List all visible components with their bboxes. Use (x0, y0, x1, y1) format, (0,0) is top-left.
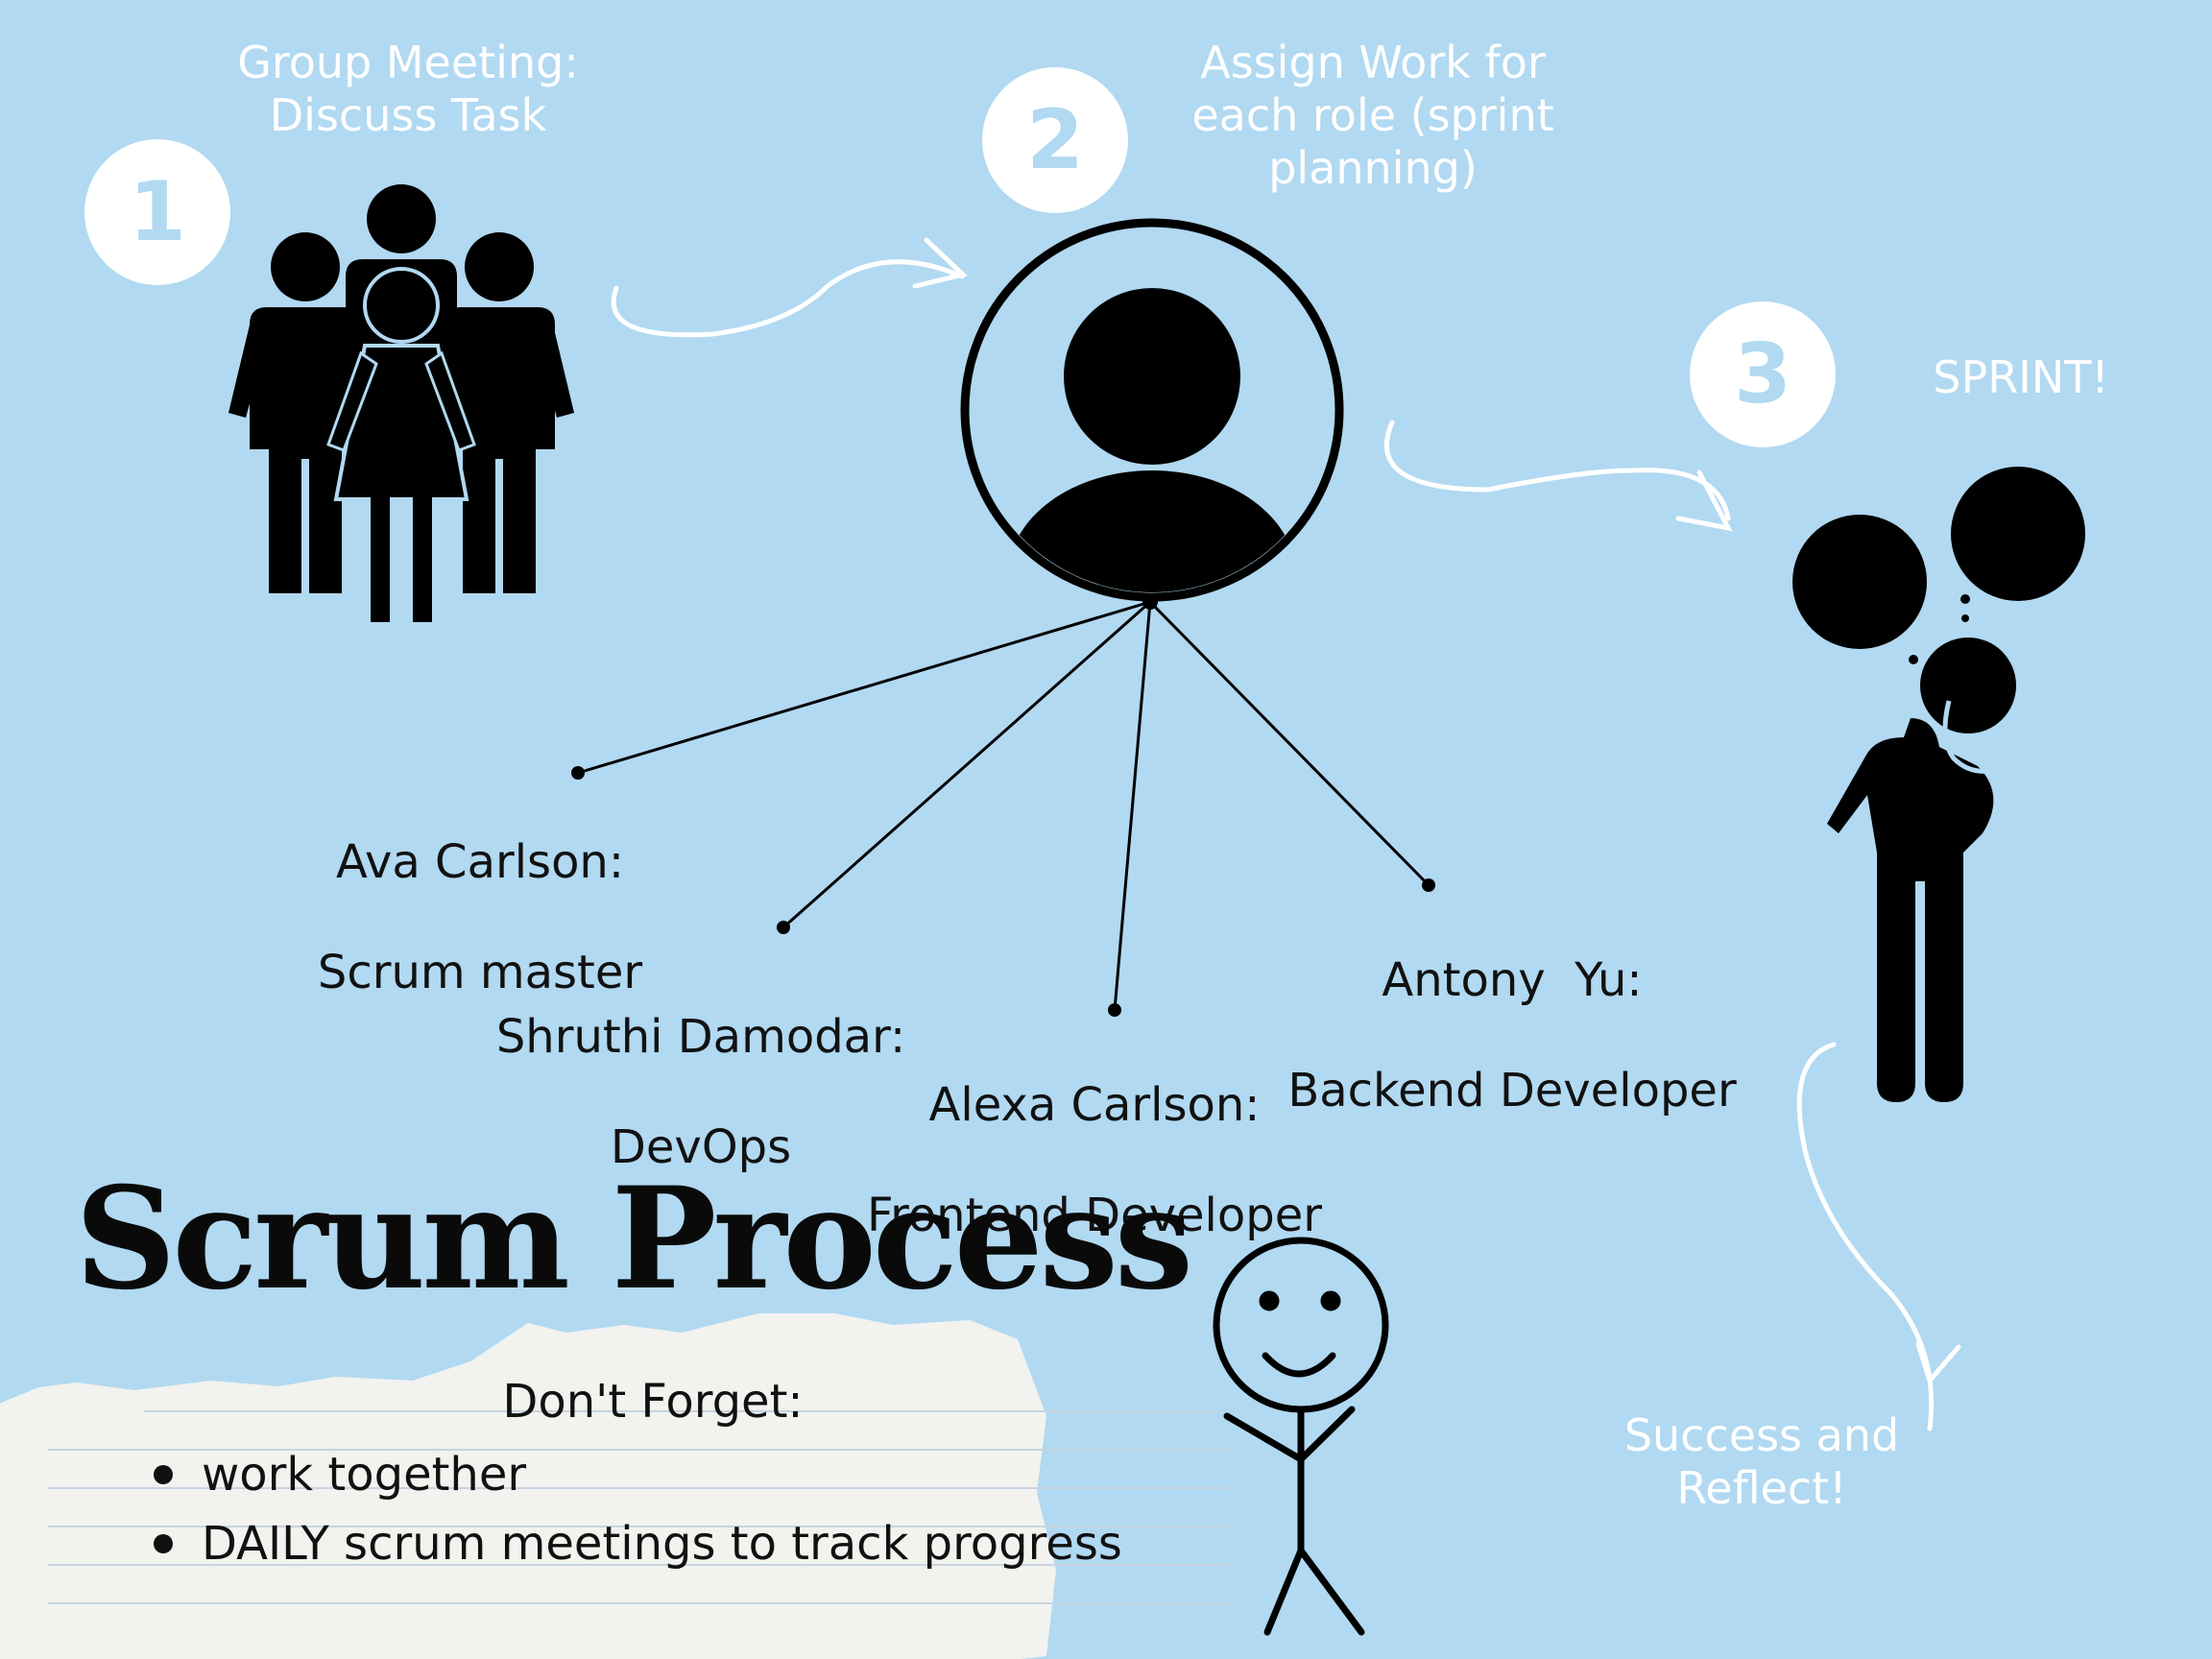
final-step-label: Success and Reflect! (1623, 1409, 1900, 1515)
team-member-role: Scrum master (317, 945, 643, 999)
connector-alexa (1113, 601, 1152, 1011)
note-item: DAILY scrum meetings to track progress (154, 1517, 1122, 1571)
team-member-alexa: Alexa Carlson: Frontend Developer (826, 1022, 1363, 1299)
note-title: Don't Forget: (502, 1375, 804, 1429)
team-member-role: DevOps (610, 1119, 792, 1174)
bullet-icon (154, 1534, 173, 1553)
step-3-label: SPRINT! (1933, 351, 2109, 403)
connector-antony (1148, 600, 1431, 887)
note-item-text: DAILY scrum meetings to track progress (202, 1517, 1122, 1571)
step-2-label: Assign Work for each role (sprint planni… (1191, 36, 1554, 195)
step-1-badge: 1 (84, 139, 230, 285)
team-member-antony: Antony Yu: Backend Developer (1248, 898, 1776, 1174)
team-member-name: Shruthi Damodar: (495, 1009, 906, 1064)
arrow-step3-to-final (1796, 1042, 1961, 1431)
arrow-step2-to-step3 (1383, 420, 1733, 532)
step-2-badge: 2 (982, 67, 1128, 213)
team-member-name: Alexa Carlson: (928, 1077, 1261, 1132)
arrow-step1-to-step2 (611, 237, 969, 338)
team-member-name: Antony Yu: (1382, 952, 1643, 1007)
team-member-role: Backend Developer (1287, 1063, 1737, 1118)
connector-ava (577, 600, 1151, 775)
note-paper (0, 1313, 1229, 1659)
team-member-ava: Ava Carlson: Scrum master (259, 780, 701, 1056)
connector-shruthi (782, 600, 1151, 929)
connector-dots (571, 594, 1435, 1017)
step-1-label: Group Meeting: Discuss Task (237, 36, 579, 142)
team-member-role: Frontend Developer (867, 1188, 1322, 1242)
team-connectors (577, 600, 1431, 1011)
note-item: work together (154, 1448, 526, 1502)
user-avatar-icon (960, 218, 1344, 602)
note-item-text: work together (202, 1448, 527, 1502)
bullet-icon (154, 1465, 173, 1484)
team-member-name: Ava Carlson: (335, 834, 625, 889)
page-title: Scrum Process (75, 1157, 1193, 1321)
thinking-person-icon (1792, 467, 2085, 1102)
group-people-icon (228, 184, 574, 626)
team-member-shruthi: Shruthi Damodar: DevOps (461, 954, 941, 1231)
step-3-badge: 3 (1690, 301, 1836, 447)
smiley-stick-figure-icon (1213, 1237, 1389, 1636)
